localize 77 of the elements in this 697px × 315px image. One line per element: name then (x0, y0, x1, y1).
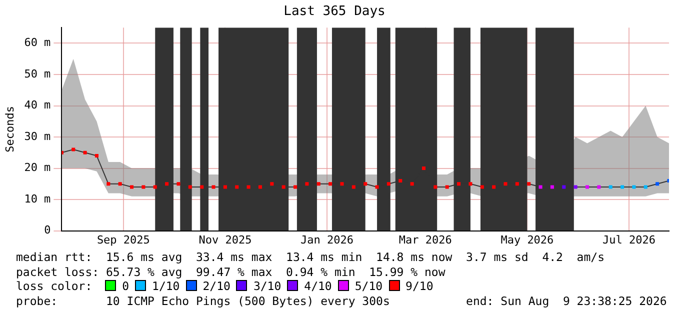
legend-label: 1/10 (152, 279, 180, 293)
point (316, 182, 320, 186)
point (504, 182, 508, 186)
point (562, 185, 566, 189)
x-tick-label: Jan 2026 (300, 233, 354, 246)
point (515, 182, 519, 186)
point (608, 185, 612, 189)
point (480, 185, 484, 189)
legend-label: 2/10 (202, 279, 230, 293)
point (118, 182, 122, 186)
point (153, 185, 157, 189)
point (72, 148, 76, 152)
point (457, 182, 461, 186)
point (165, 182, 169, 186)
point (294, 185, 298, 189)
legend-title: loss color: (16, 279, 94, 293)
point (434, 185, 438, 189)
point (305, 182, 309, 186)
point (235, 185, 239, 189)
point (212, 185, 216, 189)
legend-label: 4/10 (304, 279, 332, 293)
y-tick-label: 50 m (24, 67, 52, 80)
point (282, 185, 286, 189)
point (200, 185, 204, 189)
chart-title: Last 365 Days (284, 4, 386, 20)
point (94, 154, 98, 158)
point (445, 185, 449, 189)
point (492, 185, 496, 189)
legend-label: 0 (122, 279, 130, 293)
point (106, 182, 110, 186)
point (352, 185, 356, 189)
point (142, 185, 146, 189)
point (246, 185, 250, 189)
y-tick-label: 30 m (24, 130, 52, 143)
y-tick-label: 0 (44, 224, 51, 237)
point (398, 179, 402, 183)
point (620, 185, 624, 189)
point (340, 182, 344, 186)
point (410, 182, 414, 186)
text: packet loss: 65.73 % avg 99.47 % max 0.94 % min 15.99 % now (16, 264, 446, 279)
y-axis-title: Seconds (3, 106, 16, 152)
point (585, 185, 590, 189)
point (386, 182, 390, 186)
point (258, 185, 262, 189)
text: probe: 10 ICMP Echo Pings (500 Bytes) every 300s end: Sun Aug 9 23:38:25 2026 (16, 294, 667, 308)
y-tick-label: 40 m (24, 98, 52, 112)
point (422, 166, 426, 170)
x-tick-label: Sep 2025 (96, 233, 150, 246)
point (656, 182, 660, 186)
point (538, 185, 542, 189)
point (270, 182, 274, 186)
point (527, 182, 531, 186)
point (83, 150, 87, 154)
legend-label: 5/10 (354, 279, 383, 293)
point (375, 185, 379, 189)
point (468, 182, 472, 186)
x-tick-label: Mar 2026 (398, 233, 452, 246)
point (328, 182, 332, 186)
x-tick-label: Nov 2025 (198, 233, 252, 246)
legend-label: 9/10 (406, 279, 434, 293)
point (644, 185, 648, 189)
legend-label: 3/10 (253, 279, 282, 293)
text: median rtt: 15.6 ms avg 33.4 ms max 13.4 ms min 14.8 ms now 3.7 ms sd 4.2 am/s (16, 250, 606, 264)
x-tick-label: Jul 2026 (602, 233, 656, 246)
y-tick-label: 60 m (24, 36, 52, 50)
point (574, 185, 578, 189)
x-tick-label: May 2026 (500, 233, 554, 246)
point (550, 185, 554, 189)
point (130, 185, 134, 189)
point (176, 182, 180, 186)
point (364, 182, 368, 186)
point (632, 185, 636, 189)
y-tick-label: 10 m (24, 192, 52, 206)
point (597, 185, 601, 189)
point (188, 185, 192, 189)
y-tick-label: 20 m (24, 161, 52, 174)
point (223, 185, 227, 189)
